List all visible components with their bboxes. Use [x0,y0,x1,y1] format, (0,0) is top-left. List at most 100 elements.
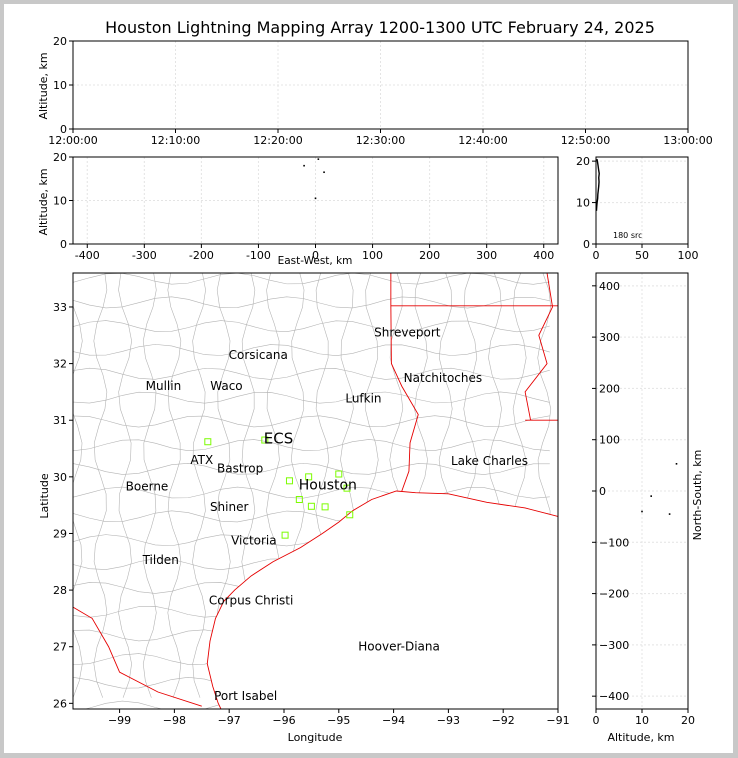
chart-title: Houston Lightning Mapping Array 1200-130… [105,18,655,37]
city-label-bastrop: Bastrop [217,461,263,475]
map-x-label-2: −97 [218,714,241,727]
county-line-h [73,320,550,333]
county-line-v [192,273,206,698]
at-x-label-5: 12:50:00 [561,134,610,147]
ew-x-label-4: 0 [312,249,319,262]
station-marker-0 [204,438,212,446]
map-x-label-6: −93 [437,714,460,727]
map-y-label-6: 32 [53,358,67,371]
at-y-label-2: 20 [53,35,67,48]
gulf-water [207,491,558,709]
city-label-natchitoches: Natchitoches [404,371,482,385]
ns-y-label-1: −300 [599,639,629,652]
station-marker-3 [305,473,313,481]
city-label-atx: ATX [190,453,213,467]
rio-grande-border [73,606,202,707]
mississippi-border [524,273,553,421]
ns-x-label-0: 0 [593,714,600,727]
ew-point-0 [303,164,305,167]
map-y-label-2: 28 [53,584,67,597]
map-x-label-3: −96 [272,714,295,727]
county-line-h [73,296,550,309]
city-label-mullin: Mullin [146,379,182,393]
county-line-h [73,344,550,356]
city-label-boerne: Boerne [126,479,169,493]
map-y-label-0: 26 [53,697,67,710]
ns-y-label-5: 100 [599,434,620,447]
city-label-tilden: Tilden [142,553,179,567]
hist-x-label-1: 50 [635,249,649,262]
ns-x-label-1: 10 [635,714,649,727]
tx-la-border [390,273,419,492]
at-y-label-0: 0 [60,123,67,136]
ylabel-north-south: North-South, km [691,450,704,541]
station-marker-9 [346,511,354,519]
xlabel-longitude: Longitude [288,731,343,744]
city-label-lake-charles: Lake Charles [451,454,528,468]
county-line-v [93,273,108,698]
ew-x-label-7: 300 [476,249,497,262]
ylabel-east-west-altitude: Altitude, km [37,168,50,235]
county-line-v [118,273,132,698]
ew-y-label-1: 10 [53,195,67,208]
ns-y-label-0: −400 [599,690,629,703]
station-marker-6 [295,495,303,503]
city-label-corpus-christi: Corpus Christi [209,593,294,607]
ns-x-label-2: 20 [681,714,695,727]
panel-plan-view [72,272,559,710]
ew-x-label-0: -400 [75,249,100,262]
county-line-h [73,415,550,428]
hist-y-label-0: 0 [583,238,590,251]
map-y-label-4: 30 [53,471,67,484]
xlabel-east-west: East-West, km [278,255,353,267]
map-y-label-7: 33 [53,301,67,314]
hist-profile-line [595,158,600,211]
map-x-label-4: −95 [327,714,350,727]
station-marker-1 [261,436,269,444]
ew-x-label-2: -200 [189,249,214,262]
ns-point-3 [668,513,671,515]
station-marker-4 [335,470,343,478]
ns-y-label-4: 0 [599,485,606,498]
figure-frame: Houston Lightning Mapping Array 1200-130… [4,4,733,753]
hist-x-label-0: 0 [593,249,600,262]
city-label-shreveport: Shreveport [374,325,441,339]
at-x-label-2: 12:20:00 [253,134,302,147]
map-x-label-1: −98 [163,714,186,727]
county-line-h [73,391,550,404]
station-marker-10 [281,531,289,539]
at-x-label-1: 12:10:00 [151,134,200,147]
ns-point-0 [675,463,678,465]
ylabel-latitude: Latitude [38,473,51,519]
at-y-label-1: 10 [53,79,67,92]
ew-y-label-2: 20 [53,151,67,164]
hist-y-label-1: 10 [576,197,590,210]
city-label-corsicana: Corsicana [229,348,288,362]
ns-point-1 [650,495,652,497]
ew-point-1 [323,171,325,174]
county-line-h [73,439,550,452]
ew-x-label-5: 100 [362,249,383,262]
map-x-label-0: −99 [108,714,131,727]
map-y-label-5: 31 [53,414,67,427]
city-label-houston: Houston [299,477,357,493]
station-marker-2 [285,477,293,485]
ns-y-label-7: 300 [599,331,620,344]
hist-x-label-2: 100 [678,249,699,262]
ns-y-label-6: 200 [599,382,620,395]
ew-point-3 [317,158,320,160]
county-line-h [73,273,550,285]
map-y-label-1: 27 [53,641,67,654]
station-marker-8 [321,503,329,511]
station-marker-5 [343,484,351,492]
coastline [206,490,558,709]
ns-point-2 [641,510,643,513]
ew-point-2 [314,197,317,200]
ns-y-label-3: −100 [599,536,629,549]
city-label-lufkin: Lufkin [345,392,381,406]
at-x-label-4: 12:40:00 [458,134,507,147]
xlabel-altitude-ns: Altitude, km [607,731,674,744]
county-line-h [73,486,550,499]
at-x-label-6: 13:00:00 [663,134,712,147]
ew-y-label-0: 0 [60,238,67,251]
